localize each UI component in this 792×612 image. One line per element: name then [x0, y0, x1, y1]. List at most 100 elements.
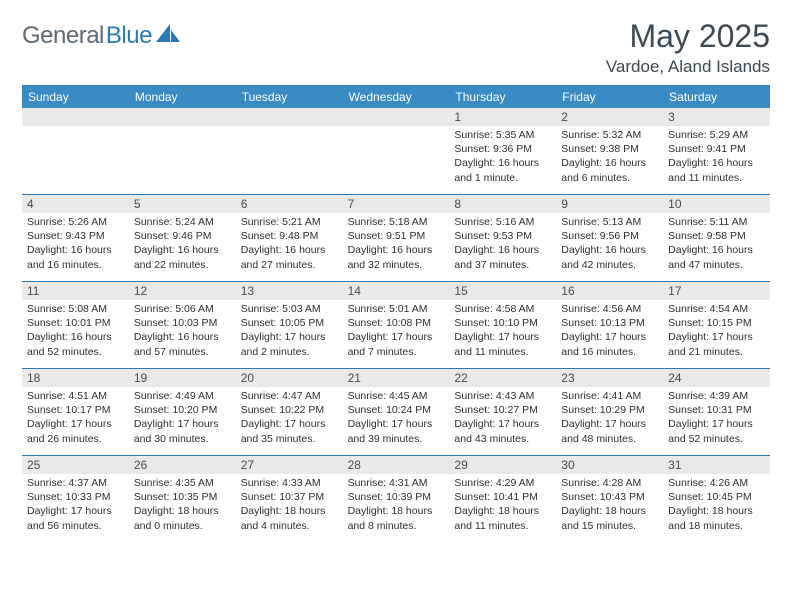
title-block: May 2025 Vardoe, Aland Islands [606, 18, 770, 77]
daylight-line-1: Daylight: 17 hours [134, 417, 231, 431]
daylight-line-1: Daylight: 18 hours [134, 504, 231, 518]
daylight-line-1: Daylight: 18 hours [668, 504, 765, 518]
weekday-thursday: Thursday [449, 86, 556, 108]
daylight-line-2: and 32 minutes. [348, 258, 445, 272]
daylight-line-2: and 15 minutes. [561, 519, 658, 533]
sunset-line: Sunset: 9:48 PM [241, 229, 338, 243]
daylight-line-1: Daylight: 17 hours [668, 417, 765, 431]
brand-text-1: General [22, 22, 104, 50]
daylight-line-1: Daylight: 17 hours [241, 417, 338, 431]
daylight-line-2: and 22 minutes. [134, 258, 231, 272]
weekday-friday: Friday [556, 86, 663, 108]
sunrise-line: Sunrise: 5:35 AM [454, 128, 551, 142]
sunrise-line: Sunrise: 5:03 AM [241, 302, 338, 316]
day-details: Sunrise: 4:31 AMSunset: 10:39 PMDaylight… [343, 474, 450, 535]
sunrise-line: Sunrise: 4:28 AM [561, 476, 658, 490]
daylight-line-2: and 27 minutes. [241, 258, 338, 272]
weekday-monday: Monday [129, 86, 236, 108]
day-details: Sunrise: 4:47 AMSunset: 10:22 PMDaylight… [236, 387, 343, 448]
daylight-line-1: Daylight: 17 hours [241, 330, 338, 344]
week-row: 11Sunrise: 5:08 AMSunset: 10:01 PMDaylig… [22, 281, 770, 368]
daylight-line-2: and 6 minutes. [561, 171, 658, 185]
day-cell: 13Sunrise: 5:03 AMSunset: 10:05 PMDaylig… [236, 282, 343, 368]
day-number: 1 [449, 108, 556, 126]
day-details: Sunrise: 5:32 AMSunset: 9:38 PMDaylight:… [556, 126, 663, 187]
daylight-line-2: and 18 minutes. [668, 519, 765, 533]
sunset-line: Sunset: 10:39 PM [348, 490, 445, 504]
day-number: 29 [449, 456, 556, 474]
day-number: 13 [236, 282, 343, 300]
sunset-line: Sunset: 10:41 PM [454, 490, 551, 504]
sunrise-line: Sunrise: 5:32 AM [561, 128, 658, 142]
sunrise-line: Sunrise: 5:21 AM [241, 215, 338, 229]
sunrise-line: Sunrise: 5:18 AM [348, 215, 445, 229]
day-details: Sunrise: 5:11 AMSunset: 9:58 PMDaylight:… [663, 213, 770, 274]
day-cell: 26Sunrise: 4:35 AMSunset: 10:35 PMDaylig… [129, 456, 236, 542]
daylight-line-1: Daylight: 16 hours [454, 243, 551, 257]
daylight-line-1: Daylight: 18 hours [561, 504, 658, 518]
day-details: Sunrise: 5:01 AMSunset: 10:08 PMDaylight… [343, 300, 450, 361]
week-row: 18Sunrise: 4:51 AMSunset: 10:17 PMDaylig… [22, 368, 770, 455]
sunrise-line: Sunrise: 5:29 AM [668, 128, 765, 142]
day-details: Sunrise: 5:16 AMSunset: 9:53 PMDaylight:… [449, 213, 556, 274]
day-cell: 8Sunrise: 5:16 AMSunset: 9:53 PMDaylight… [449, 195, 556, 281]
sunrise-line: Sunrise: 4:33 AM [241, 476, 338, 490]
day-number: 7 [343, 195, 450, 213]
day-number: 18 [22, 369, 129, 387]
sunset-line: Sunset: 9:51 PM [348, 229, 445, 243]
day-number: 2 [556, 108, 663, 126]
sunset-line: Sunset: 10:01 PM [27, 316, 124, 330]
daylight-line-2: and 42 minutes. [561, 258, 658, 272]
day-cell: 21Sunrise: 4:45 AMSunset: 10:24 PMDaylig… [343, 369, 450, 455]
daylight-line-1: Daylight: 17 hours [454, 330, 551, 344]
sunrise-line: Sunrise: 4:58 AM [454, 302, 551, 316]
calendar: Sunday Monday Tuesday Wednesday Thursday… [22, 85, 770, 542]
day-cell: 31Sunrise: 4:26 AMSunset: 10:45 PMDaylig… [663, 456, 770, 542]
daylight-line-2: and 2 minutes. [241, 345, 338, 359]
daylight-line-1: Daylight: 16 hours [134, 330, 231, 344]
daylight-line-1: Daylight: 16 hours [27, 243, 124, 257]
day-cell: 2Sunrise: 5:32 AMSunset: 9:38 PMDaylight… [556, 108, 663, 194]
day-number: 25 [22, 456, 129, 474]
day-number: 23 [556, 369, 663, 387]
sunrise-line: Sunrise: 5:01 AM [348, 302, 445, 316]
sunset-line: Sunset: 10:20 PM [134, 403, 231, 417]
day-details: Sunrise: 4:58 AMSunset: 10:10 PMDaylight… [449, 300, 556, 361]
daylight-line-2: and 4 minutes. [241, 519, 338, 533]
day-number: 9 [556, 195, 663, 213]
sunrise-line: Sunrise: 5:11 AM [668, 215, 765, 229]
daylight-line-2: and 26 minutes. [27, 432, 124, 446]
day-number: 19 [129, 369, 236, 387]
weekday-wednesday: Wednesday [343, 86, 450, 108]
daylight-line-1: Daylight: 17 hours [561, 330, 658, 344]
weekday-tuesday: Tuesday [236, 86, 343, 108]
day-number: 20 [236, 369, 343, 387]
daylight-line-1: Daylight: 16 hours [241, 243, 338, 257]
day-number: 6 [236, 195, 343, 213]
week-row: 25Sunrise: 4:37 AMSunset: 10:33 PMDaylig… [22, 455, 770, 542]
sunset-line: Sunset: 10:33 PM [27, 490, 124, 504]
day-cell: 12Sunrise: 5:06 AMSunset: 10:03 PMDaylig… [129, 282, 236, 368]
day-cell: 22Sunrise: 4:43 AMSunset: 10:27 PMDaylig… [449, 369, 556, 455]
sunset-line: Sunset: 10:27 PM [454, 403, 551, 417]
sunset-line: Sunset: 9:53 PM [454, 229, 551, 243]
daylight-line-1: Daylight: 16 hours [134, 243, 231, 257]
sunset-line: Sunset: 10:17 PM [27, 403, 124, 417]
day-number [22, 108, 129, 126]
day-details: Sunrise: 4:33 AMSunset: 10:37 PMDaylight… [236, 474, 343, 535]
sunrise-line: Sunrise: 4:31 AM [348, 476, 445, 490]
day-details: Sunrise: 4:26 AMSunset: 10:45 PMDaylight… [663, 474, 770, 535]
day-number [343, 108, 450, 126]
day-cell: 19Sunrise: 4:49 AMSunset: 10:20 PMDaylig… [129, 369, 236, 455]
day-details: Sunrise: 4:37 AMSunset: 10:33 PMDaylight… [22, 474, 129, 535]
sunrise-line: Sunrise: 4:29 AM [454, 476, 551, 490]
day-details: Sunrise: 5:06 AMSunset: 10:03 PMDaylight… [129, 300, 236, 361]
daylight-line-1: Daylight: 16 hours [668, 156, 765, 170]
daylight-line-2: and 1 minute. [454, 171, 551, 185]
daylight-line-2: and 7 minutes. [348, 345, 445, 359]
day-number: 24 [663, 369, 770, 387]
daylight-line-2: and 11 minutes. [454, 345, 551, 359]
sunset-line: Sunset: 9:41 PM [668, 142, 765, 156]
day-cell: 27Sunrise: 4:33 AMSunset: 10:37 PMDaylig… [236, 456, 343, 542]
daylight-line-2: and 57 minutes. [134, 345, 231, 359]
